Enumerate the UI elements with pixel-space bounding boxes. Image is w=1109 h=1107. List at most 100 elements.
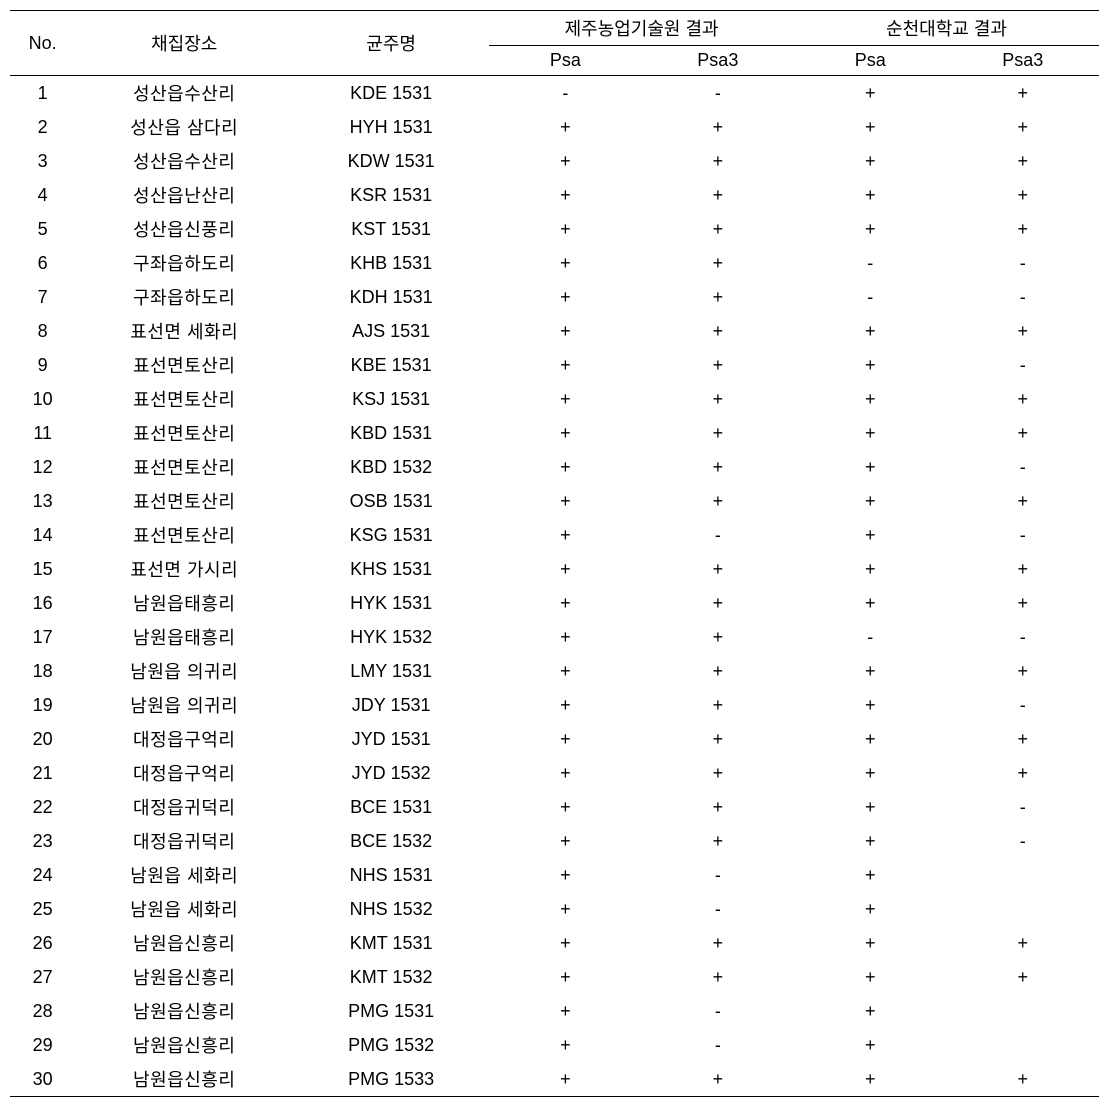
cell-strain: KBD 1532 <box>293 450 489 484</box>
cell-no: 8 <box>10 314 75 348</box>
cell-s_psa: + <box>794 416 946 450</box>
table-row: 12표선면토산리KBD 1532+++- <box>10 450 1099 484</box>
cell-place: 구좌읍하도리 <box>75 246 293 280</box>
cell-s_psa3 <box>947 994 1100 1028</box>
cell-s_psa3: - <box>947 246 1100 280</box>
cell-j_psa: + <box>489 552 641 586</box>
table-row: 13표선면토산리OSB 1531++++ <box>10 484 1099 518</box>
cell-s_psa3 <box>947 1028 1100 1062</box>
cell-j_psa3: + <box>642 688 794 722</box>
cell-strain: KSJ 1531 <box>293 382 489 416</box>
cell-j_psa3: + <box>642 212 794 246</box>
cell-strain: JYD 1531 <box>293 722 489 756</box>
cell-j_psa3: - <box>642 892 794 926</box>
cell-j_psa3: - <box>642 1028 794 1062</box>
cell-no: 26 <box>10 926 75 960</box>
cell-s_psa: + <box>794 654 946 688</box>
cell-j_psa: - <box>489 76 641 111</box>
cell-s_psa: + <box>794 382 946 416</box>
cell-place: 성산읍 삼다리 <box>75 110 293 144</box>
cell-j_psa: + <box>489 144 641 178</box>
cell-strain: KSR 1531 <box>293 178 489 212</box>
cell-no: 27 <box>10 960 75 994</box>
cell-no: 23 <box>10 824 75 858</box>
table-row: 28남원읍신흥리PMG 1531+-+ <box>10 994 1099 1028</box>
table-row: 25남원읍 세화리NHS 1532+-+ <box>10 892 1099 926</box>
cell-j_psa: + <box>489 484 641 518</box>
table-row: 27남원읍신흥리KMT 1532++++ <box>10 960 1099 994</box>
cell-j_psa3: + <box>642 416 794 450</box>
cell-s_psa3: + <box>947 484 1100 518</box>
cell-s_psa: + <box>794 994 946 1028</box>
cell-s_psa3 <box>947 858 1100 892</box>
cell-s_psa: + <box>794 76 946 111</box>
cell-j_psa3: - <box>642 518 794 552</box>
table-body: 1성산읍수산리KDE 1531--++2성산읍 삼다리HYH 1531++++3… <box>10 76 1099 1097</box>
cell-s_psa: + <box>794 586 946 620</box>
cell-j_psa3: + <box>642 110 794 144</box>
cell-j_psa: + <box>489 688 641 722</box>
cell-j_psa: + <box>489 1062 641 1097</box>
cell-no: 5 <box>10 212 75 246</box>
cell-place: 남원읍신흥리 <box>75 1028 293 1062</box>
cell-j_psa: + <box>489 518 641 552</box>
table-row: 8표선면 세화리AJS 1531++++ <box>10 314 1099 348</box>
cell-s_psa: + <box>794 484 946 518</box>
cell-no: 6 <box>10 246 75 280</box>
cell-j_psa: + <box>489 722 641 756</box>
table-row: 9표선면토산리KBE 1531+++- <box>10 348 1099 382</box>
cell-j_psa3: + <box>642 348 794 382</box>
cell-strain: AJS 1531 <box>293 314 489 348</box>
strain-results-table: No. 채집장소 균주명 제주농업기술원 결과 순천대학교 결과 Psa Psa… <box>10 10 1099 1097</box>
cell-strain: BCE 1531 <box>293 790 489 824</box>
cell-j_psa3: - <box>642 858 794 892</box>
cell-j_psa: + <box>489 892 641 926</box>
cell-place: 성산읍난산리 <box>75 178 293 212</box>
cell-no: 3 <box>10 144 75 178</box>
cell-s_psa: + <box>794 178 946 212</box>
cell-j_psa: + <box>489 756 641 790</box>
cell-strain: KSG 1531 <box>293 518 489 552</box>
cell-s_psa3: + <box>947 960 1100 994</box>
cell-no: 28 <box>10 994 75 1028</box>
cell-s_psa: + <box>794 688 946 722</box>
cell-j_psa3: + <box>642 382 794 416</box>
cell-j_psa3: + <box>642 178 794 212</box>
cell-j_psa: + <box>489 960 641 994</box>
cell-strain: HYK 1531 <box>293 586 489 620</box>
cell-j_psa3: - <box>642 994 794 1028</box>
cell-s_psa: + <box>794 1062 946 1097</box>
cell-j_psa: + <box>489 450 641 484</box>
cell-strain: NHS 1531 <box>293 858 489 892</box>
cell-place: 대정읍구억리 <box>75 756 293 790</box>
cell-j_psa: + <box>489 382 641 416</box>
cell-s_psa: - <box>794 280 946 314</box>
table-row: 22대정읍귀덕리BCE 1531+++- <box>10 790 1099 824</box>
cell-no: 13 <box>10 484 75 518</box>
cell-place: 남원읍 의귀리 <box>75 654 293 688</box>
cell-place: 표선면토산리 <box>75 382 293 416</box>
cell-place: 표선면토산리 <box>75 450 293 484</box>
cell-no: 20 <box>10 722 75 756</box>
cell-strain: BCE 1532 <box>293 824 489 858</box>
table-row: 4성산읍난산리KSR 1531++++ <box>10 178 1099 212</box>
cell-place: 남원읍신흥리 <box>75 1062 293 1097</box>
cell-s_psa3: + <box>947 416 1100 450</box>
header-suncheon-psa: Psa <box>794 46 946 76</box>
cell-s_psa3: + <box>947 586 1100 620</box>
table-row: 14표선면토산리KSG 1531+-+- <box>10 518 1099 552</box>
table-row: 24남원읍 세화리NHS 1531+-+ <box>10 858 1099 892</box>
cell-strain: KDE 1531 <box>293 76 489 111</box>
table-row: 21대정읍구억리JYD 1532++++ <box>10 756 1099 790</box>
cell-j_psa3: + <box>642 620 794 654</box>
cell-s_psa3: + <box>947 212 1100 246</box>
cell-place: 남원읍 의귀리 <box>75 688 293 722</box>
table-row: 2성산읍 삼다리HYH 1531++++ <box>10 110 1099 144</box>
cell-strain: KDW 1531 <box>293 144 489 178</box>
table-row: 18남원읍 의귀리LMY 1531++++ <box>10 654 1099 688</box>
cell-j_psa: + <box>489 110 641 144</box>
header-strain: 균주명 <box>293 11 489 76</box>
cell-j_psa: + <box>489 654 641 688</box>
cell-strain: HYH 1531 <box>293 110 489 144</box>
cell-no: 7 <box>10 280 75 314</box>
